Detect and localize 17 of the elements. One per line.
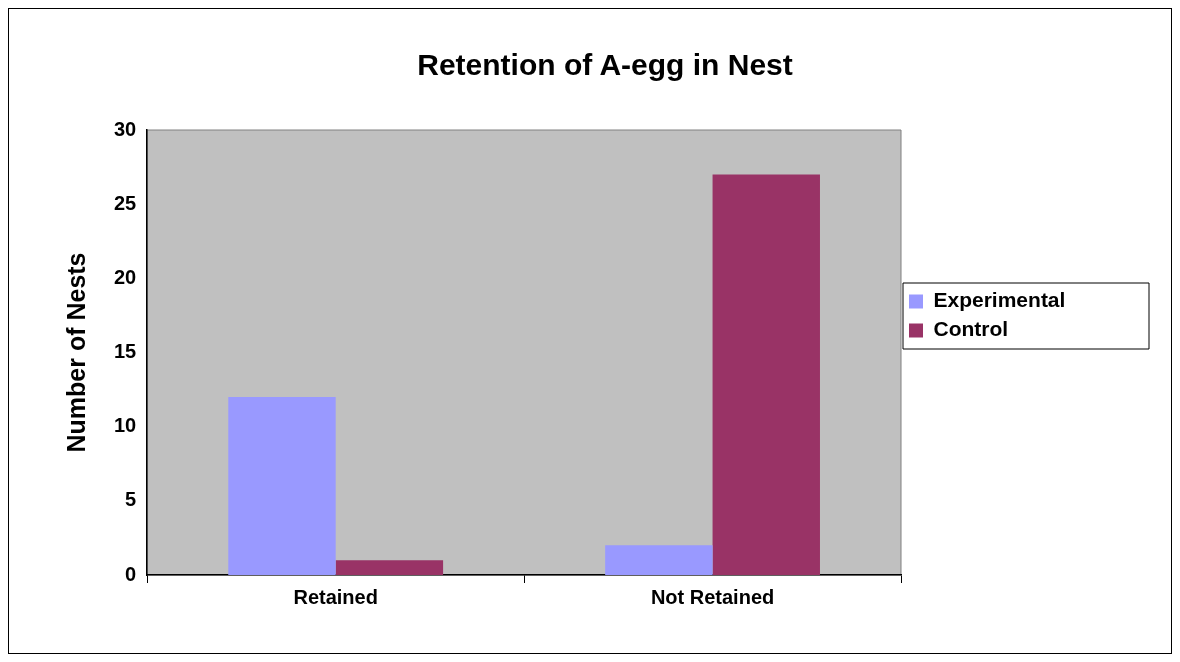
y-tick-label: 10 [114,414,137,437]
bar [605,545,713,575]
y-tick-label: 0 [125,562,137,585]
y-tick-label: 20 [114,265,137,288]
legend-label: Experimental [933,288,1066,312]
y-axis-title: Number of Nests [61,252,90,453]
bar [335,560,444,575]
y-tick-label: 15 [114,340,137,363]
x-tick-label: Retained [293,585,378,608]
chart-title: Retention of A-egg in Nest [417,48,793,82]
x-tick-label: Not Retained [650,585,775,608]
y-tick-label: 30 [114,117,137,140]
y-tick-label: 25 [114,191,137,214]
legend-label: Control [933,317,1009,341]
bar [712,174,820,575]
y-tick-label: 5 [125,488,137,511]
bar [228,397,336,575]
